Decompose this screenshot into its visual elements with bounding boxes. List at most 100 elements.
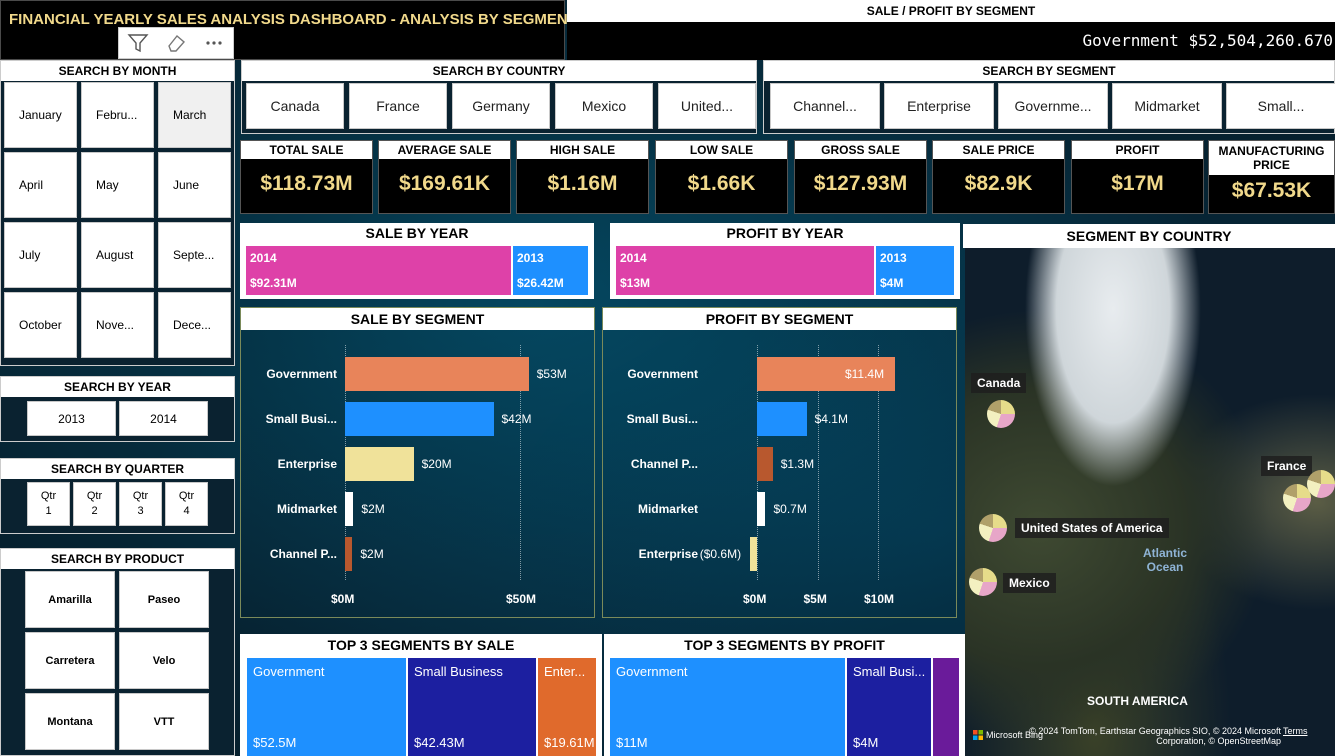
- product-button[interactable]: VTT: [119, 693, 209, 750]
- bar-mark[interactable]: [345, 537, 353, 571]
- quarter-button-prefix: Qtr: [178, 490, 195, 502]
- product-button[interactable]: Velo: [119, 632, 209, 689]
- chart-gridline: [878, 345, 879, 580]
- bar-data-label: $2M: [360, 547, 384, 561]
- treemap-tile[interactable]: Enter... $19.61M: [538, 658, 596, 756]
- canada-pie-marker[interactable]: [987, 400, 1015, 428]
- country-button[interactable]: Germany: [452, 83, 550, 129]
- bar-data-label: $53M: [536, 367, 567, 381]
- more-icon[interactable]: [195, 28, 233, 58]
- treemap-tile-value: $11M: [616, 735, 648, 750]
- dashboard-title: FINANCIAL YEARLY SALES ANALYSIS DASHBOAR…: [9, 11, 577, 28]
- country-button[interactable]: France: [349, 83, 447, 129]
- treemap-tile[interactable]: [933, 658, 959, 756]
- ticker-header: SALE / PROFIT BY SEGMENT: [567, 0, 1335, 22]
- month-button[interactable]: Febru...: [81, 82, 154, 148]
- year-bar-segment[interactable]: 2013 $26.42M: [513, 246, 588, 295]
- month-button[interactable]: Dece...: [158, 292, 231, 358]
- map-label-mexico[interactable]: Mexico: [1003, 573, 1056, 593]
- treemap-tile[interactable]: Government $52.5M: [247, 658, 406, 756]
- segment-button[interactable]: Enterprise: [884, 83, 994, 129]
- month-button[interactable]: Septe...: [158, 222, 231, 288]
- filter-icon[interactable]: [119, 28, 157, 58]
- map-label-france[interactable]: France: [1261, 456, 1313, 476]
- category-label: Government: [627, 367, 698, 381]
- month-button[interactable]: March: [158, 82, 231, 148]
- profit-by-year-title: PROFIT BY YEAR: [610, 223, 960, 243]
- map-label-usa[interactable]: United States of America: [1015, 518, 1169, 538]
- product-button[interactable]: Paseo: [119, 571, 209, 628]
- x-axis-tick-label: $0M: [743, 592, 767, 606]
- month-button[interactable]: April: [4, 152, 77, 218]
- kpi-value: $17M: [1111, 172, 1164, 195]
- kpi-label: GROSS SALE: [795, 141, 926, 159]
- quarter-slicer-title: SEARCH BY QUARTER: [1, 459, 234, 479]
- eraser-icon[interactable]: [157, 28, 195, 58]
- bar-mark[interactable]: [345, 357, 529, 391]
- bar-mark[interactable]: [345, 492, 354, 526]
- quarter-button[interactable]: Qtr 4: [165, 482, 208, 526]
- treemap-tile[interactable]: Government $11M: [610, 658, 845, 756]
- segment-button[interactable]: Midmarket: [1112, 83, 1222, 129]
- month-button[interactable]: January: [4, 82, 77, 148]
- treemap-tile-value: $4M: [853, 735, 879, 750]
- kpi-card: SALE PRICE $82.9K: [932, 140, 1065, 214]
- segment-button[interactable]: Small...: [1226, 83, 1335, 129]
- kpi-label: SALE PRICE: [933, 141, 1064, 159]
- bar-mark[interactable]: [757, 357, 895, 391]
- product-button[interactable]: Amarilla: [25, 571, 115, 628]
- country-button[interactable]: Mexico: [555, 83, 653, 129]
- month-button[interactable]: May: [81, 152, 154, 218]
- quarter-button[interactable]: Qtr 3: [119, 482, 162, 526]
- category-label: Enterprise: [277, 457, 337, 471]
- germany-pie-marker[interactable]: [1307, 470, 1335, 498]
- year-bar-segment[interactable]: 2013 $4M: [876, 246, 954, 295]
- mexico-pie-marker[interactable]: [969, 568, 997, 596]
- segment-button[interactable]: Governme...: [998, 83, 1108, 129]
- year-button-2014[interactable]: 2014: [119, 401, 208, 436]
- usa-pie-marker[interactable]: [979, 514, 1007, 542]
- bar-data-label: $0.7M: [773, 502, 807, 516]
- month-button[interactable]: July: [4, 222, 77, 288]
- map-label-canada[interactable]: Canada: [971, 373, 1027, 393]
- category-label: Government: [266, 367, 337, 381]
- bar-mark[interactable]: [345, 447, 414, 481]
- year-button-2013[interactable]: 2013: [27, 401, 116, 436]
- france-pie-marker[interactable]: [1283, 484, 1311, 512]
- treemap-tile[interactable]: Small Business $42.43M: [408, 658, 536, 756]
- year-bar-segment[interactable]: 2014 $92.31M: [246, 246, 511, 295]
- x-axis-tick-label: $50M: [506, 592, 537, 606]
- map-terms-link[interactable]: Terms: [1283, 726, 1308, 736]
- category-label: Small Busi...: [626, 412, 698, 426]
- bar-mark[interactable]: [757, 447, 773, 481]
- month-button[interactable]: Nove...: [81, 292, 154, 358]
- kpi-card: TOTAL SALE $118.73M: [240, 140, 373, 214]
- treemap-tile[interactable]: Small Busi... $4M: [847, 658, 931, 756]
- treemap-tile-value: $42.43M: [414, 735, 465, 750]
- month-button[interactable]: August: [81, 222, 154, 288]
- bing-brand: Microsoft Bing: [986, 730, 1044, 740]
- month-button[interactable]: June: [158, 152, 231, 218]
- kpi-card: LOW SALE $1.66K: [655, 140, 788, 214]
- country-button[interactable]: Canada: [246, 83, 344, 129]
- year-bar-segment[interactable]: 2014 $13M: [616, 246, 874, 295]
- product-button[interactable]: Montana: [25, 693, 115, 750]
- quarter-button[interactable]: Qtr 1: [27, 482, 70, 526]
- year-bar-year: 2013: [517, 251, 544, 265]
- segment-by-country-map[interactable]: Canada France United States of America M…: [965, 248, 1335, 756]
- atlantic-ocean-label: Atlantic Ocean: [1135, 546, 1195, 574]
- quarter-button-prefix: Qtr: [40, 490, 57, 502]
- bar-mark[interactable]: [757, 492, 766, 526]
- bar-mark[interactable]: [757, 402, 807, 436]
- segment-button[interactable]: Channel...: [770, 83, 880, 129]
- product-button[interactable]: Carretera: [25, 632, 115, 689]
- year-bar-year: 2014: [250, 251, 277, 265]
- quarter-button[interactable]: Qtr 2: [73, 482, 116, 526]
- country-button[interactable]: United...: [658, 83, 756, 129]
- bar-mark[interactable]: [749, 537, 757, 571]
- quarter-button-number: 3: [137, 505, 144, 517]
- kpi-value: $169.61K: [398, 172, 491, 195]
- bar-mark[interactable]: [345, 402, 494, 436]
- continent-label: SOUTH AMERICA: [1087, 694, 1188, 708]
- month-button[interactable]: October: [4, 292, 77, 358]
